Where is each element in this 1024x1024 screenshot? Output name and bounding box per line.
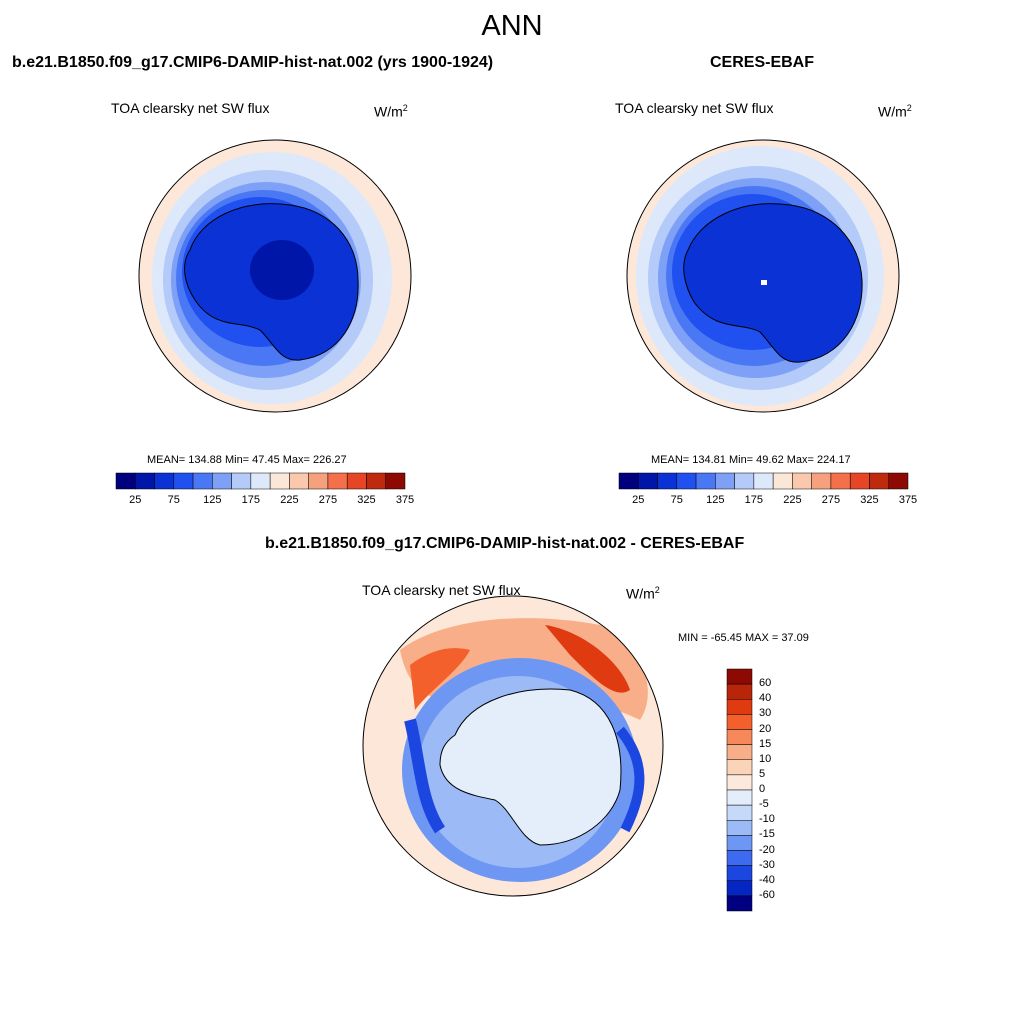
units-label-diff: W/m2 bbox=[626, 585, 660, 602]
colorbar-swatch bbox=[726, 880, 753, 897]
units-label-model: W/m2 bbox=[374, 103, 408, 120]
panel-title-model: b.e21.B1850.f09_g17.CMIP6-DAMIP-hist-nat… bbox=[12, 54, 494, 71]
variable-label-obs: TOA clearsky net SW flux bbox=[615, 100, 774, 116]
colorbar-tick-label: -30 bbox=[759, 858, 775, 871]
colorbar-tick-label: 275 bbox=[821, 494, 841, 506]
colorbar-tick-label: 25 bbox=[632, 494, 645, 506]
colorbar-model bbox=[115, 472, 406, 490]
colorbar-tick-label: 10 bbox=[759, 752, 772, 765]
colorbar-tick-label: 40 bbox=[759, 692, 772, 705]
colorbar-tick-label: 125 bbox=[203, 494, 222, 506]
colorbar-tick-label: -40 bbox=[759, 873, 775, 886]
colorbar-swatch bbox=[726, 668, 753, 685]
figure-title: ANN bbox=[481, 10, 543, 42]
colorbar-tick-label: 225 bbox=[783, 494, 802, 506]
colorbar-tick-label: 75 bbox=[670, 494, 683, 506]
colorbar-swatch bbox=[385, 472, 406, 490]
colorbar-swatch bbox=[726, 895, 753, 912]
colorbar-swatch bbox=[726, 850, 753, 866]
colorbar-tick-label: -5 bbox=[759, 798, 769, 811]
colorbar-swatch bbox=[726, 865, 753, 881]
colorbar-swatch bbox=[726, 729, 753, 745]
colorbar-tick-label: 0 bbox=[759, 783, 766, 795]
colorbar-labels-model: 25 75 125 175 225 275 325 375 bbox=[0, 494, 1024, 510]
colorbar-tick-label: 15 bbox=[759, 737, 772, 750]
colorbar-tick-label: 20 bbox=[759, 722, 772, 735]
colorbar-tick-label: -15 bbox=[759, 828, 775, 841]
variable-label-diff: TOA clearsky net SW flux bbox=[362, 582, 521, 598]
colorbar-tick-label: -20 bbox=[759, 843, 775, 856]
stats-model: MEAN= 134.88 Min= 47.45 Max= 226.27 bbox=[147, 454, 347, 466]
colorbar-tick-label: 75 bbox=[167, 494, 180, 506]
colorbar-obs bbox=[618, 472, 909, 490]
colorbar-swatch bbox=[726, 683, 753, 700]
colorbar-tick-label: 375 bbox=[395, 494, 415, 506]
colorbar-tick-label: 325 bbox=[860, 494, 879, 506]
colorbar-swatch bbox=[726, 804, 753, 821]
panel-title-obs: CERES-EBAF bbox=[710, 54, 815, 71]
colorbar-tick-label: 325 bbox=[357, 494, 376, 506]
colorbar-swatch bbox=[726, 714, 753, 730]
colorbar-swatch bbox=[726, 820, 753, 836]
variable-label-model: TOA clearsky net SW flux bbox=[111, 100, 270, 116]
colorbar-diff bbox=[726, 668, 753, 912]
colorbar-swatch bbox=[726, 789, 753, 806]
colorbar-swatch bbox=[726, 744, 753, 760]
colorbar-labels-diff: 60 40 30 20 15 10 5 0 -5 -10 -15 -20 -30 -40 -60 bbox=[0, 0, 1024, 901]
colorbar-tick-label: 25 bbox=[129, 494, 142, 506]
stats-diff: MIN = -65.45 MAX = 37.09 bbox=[678, 632, 809, 644]
colorbar-swatch bbox=[726, 835, 753, 851]
colorbar-tick-label: 225 bbox=[280, 494, 299, 506]
colorbar-tick-label: 30 bbox=[759, 707, 772, 720]
colorbar-tick-label: 175 bbox=[241, 494, 261, 506]
colorbar-swatch bbox=[726, 774, 753, 791]
units-label-obs: W/m2 bbox=[878, 103, 912, 120]
panel-title-diff: b.e21.B1850.f09_g17.CMIP6-DAMIP-hist-nat… bbox=[265, 535, 745, 552]
colorbar-swatch bbox=[888, 472, 909, 490]
colorbar-tick-label: 5 bbox=[759, 767, 766, 780]
stats-obs: MEAN= 134.81 Min= 49.62 Max= 224.17 bbox=[651, 454, 851, 466]
colorbar-tick-label: 375 bbox=[898, 494, 918, 506]
colorbar-tick-label: -10 bbox=[759, 813, 775, 826]
colorbar-tick-label: -60 bbox=[759, 888, 775, 901]
colorbar-tick-label: 60 bbox=[759, 677, 772, 690]
colorbar-swatch bbox=[726, 759, 753, 776]
colorbar-tick-label: 275 bbox=[318, 494, 338, 506]
colorbar-labels-obs: 25 75 125 175 225 275 325 375 bbox=[0, 494, 1024, 510]
colorbar-tick-label: 175 bbox=[744, 494, 764, 506]
colorbar-swatch bbox=[726, 699, 753, 715]
colorbar-tick-label: 125 bbox=[706, 494, 725, 506]
